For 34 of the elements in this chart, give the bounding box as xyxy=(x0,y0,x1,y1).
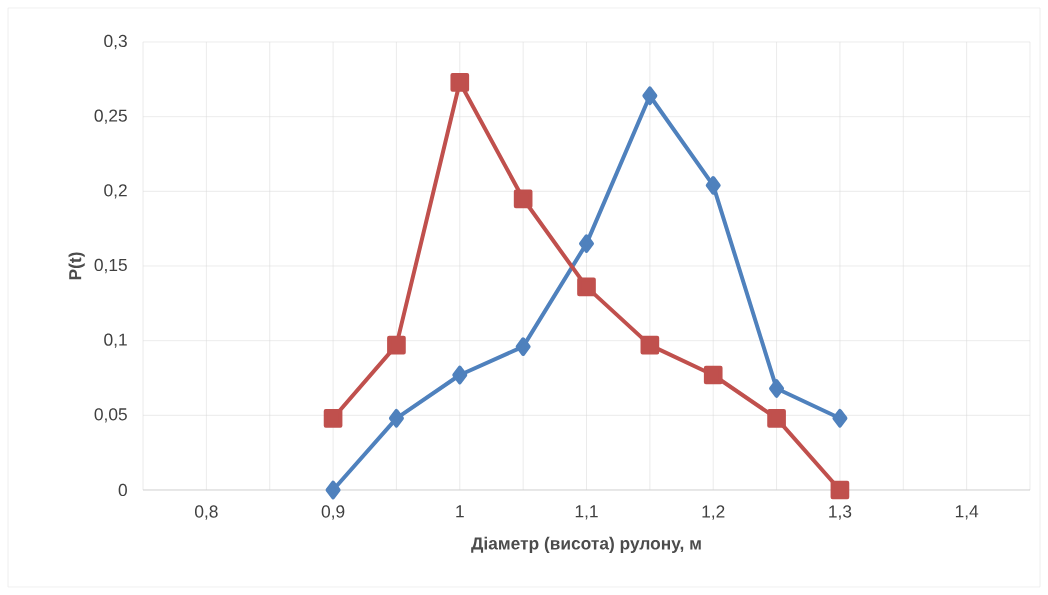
point xyxy=(705,176,721,195)
point xyxy=(388,408,404,428)
point xyxy=(579,234,594,253)
y-tick-label: 0,05 xyxy=(94,408,127,423)
point xyxy=(830,480,850,500)
point xyxy=(452,365,468,385)
point xyxy=(640,335,660,355)
point xyxy=(513,189,533,209)
point xyxy=(577,277,596,297)
y-tick-label: 0,1 xyxy=(104,333,127,348)
x-tick-label: 1 xyxy=(456,505,464,518)
x-tick-label: 0,9 xyxy=(321,505,345,520)
x-axis-title: Діаметр (висота) рулону, м xyxy=(471,536,701,553)
point xyxy=(767,408,786,428)
x-tick-label: 1,1 xyxy=(575,505,598,520)
x-tick-label: 1,2 xyxy=(702,505,725,520)
point xyxy=(450,72,470,92)
y-tick-label: 0,3 xyxy=(104,34,127,50)
point xyxy=(832,408,848,428)
x-tick-label: 0,8 xyxy=(194,505,218,520)
y-tick-label: 0 xyxy=(118,483,127,497)
point xyxy=(387,335,406,355)
point xyxy=(769,379,785,398)
point xyxy=(515,337,531,356)
y-tick-label: 0,2 xyxy=(104,184,127,199)
x-tick-label: 1,4 xyxy=(955,505,979,520)
point xyxy=(703,365,723,385)
x-tick-label: 1,3 xyxy=(829,505,852,520)
y-tick-label: 0,15 xyxy=(94,258,127,274)
point xyxy=(323,408,343,428)
point xyxy=(325,480,341,500)
y-tick-label: 0,25 xyxy=(94,109,127,124)
point xyxy=(642,86,658,106)
y-axis-title: P(t) xyxy=(68,252,85,280)
